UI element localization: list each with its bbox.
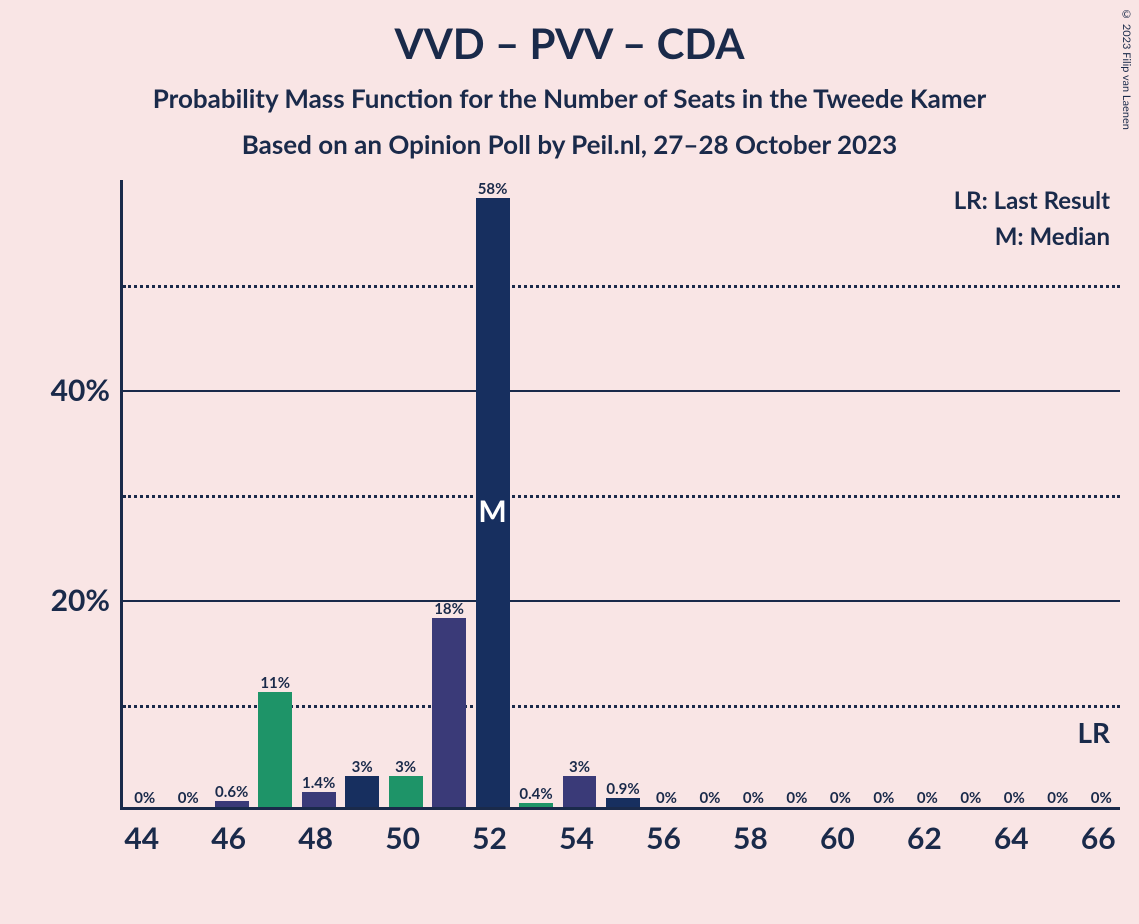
y-axis-label: 40%	[51, 372, 110, 408]
bar	[345, 776, 379, 808]
y-axis-label: 20%	[51, 582, 110, 618]
x-axis-label: 50	[385, 820, 420, 856]
bar	[606, 798, 640, 807]
gridline-minor	[123, 285, 1120, 288]
bar	[389, 776, 423, 808]
bar	[519, 803, 553, 807]
chart-subtitle-2: Based on an Opinion Poll by Peil.nl, 27–…	[0, 114, 1139, 160]
bar-value-label: 0%	[656, 789, 677, 807]
bar-value-label: 18%	[434, 600, 464, 618]
x-axis-label: 66	[1081, 820, 1116, 856]
bar-value-label: 58%	[478, 180, 508, 198]
bar-value-label: 0%	[960, 789, 981, 807]
x-axis-label: 58	[733, 820, 768, 856]
bar	[432, 618, 466, 807]
bar-value-label: 0%	[873, 789, 894, 807]
x-axis-label: 46	[211, 820, 246, 856]
bar-value-label: 3%	[352, 758, 373, 776]
bar	[215, 801, 249, 807]
legend-m: M: Median	[995, 222, 1110, 251]
x-axis-label: 54	[559, 820, 594, 856]
bar-value-label: 0%	[178, 789, 199, 807]
chart-subtitle-1: Probability Mass Function for the Number…	[0, 68, 1139, 114]
x-axis-label: 64	[994, 820, 1029, 856]
x-axis-label: 44	[124, 820, 159, 856]
bar-value-label: 0%	[830, 789, 851, 807]
x-axis-label: 52	[472, 820, 507, 856]
x-axis-label: 60	[820, 820, 855, 856]
last-result-marker: LR	[1077, 715, 1110, 749]
x-axis-label: 48	[298, 820, 333, 856]
bar	[302, 792, 336, 807]
bar	[563, 776, 597, 808]
gridline-major	[123, 390, 1120, 392]
bar-value-label: 0%	[1091, 789, 1112, 807]
bar-value-label: 0%	[743, 789, 764, 807]
bar-value-label: 3%	[395, 758, 416, 776]
bar-value-label: 0%	[134, 789, 155, 807]
bar-value-label: 0.9%	[606, 780, 639, 798]
bar-value-label: 0.4%	[519, 785, 552, 803]
bar-value-label: 0%	[1047, 789, 1068, 807]
bar-value-label: 1.4%	[302, 774, 335, 792]
bar-value-label: 0.6%	[215, 783, 248, 801]
median-marker: M	[478, 493, 506, 529]
copyright-text: © 2023 Filip van Laenen	[1120, 8, 1133, 130]
gridline-minor	[123, 495, 1120, 498]
bar-value-label: 11%	[260, 674, 290, 692]
x-axis-label: 56	[646, 820, 681, 856]
bar-chart: 0% 0% 0.6% 11% 1.4% 3% 3% 18% 58% 0.4% 3% 0.9% 0% 0% 0…	[120, 180, 1120, 860]
plot-area: 0% 0% 0.6% 11% 1.4% 3% 3% 18% 58% 0.4% 3% 0.9% 0% 0% 0…	[120, 180, 1120, 810]
x-axis-label: 62	[907, 820, 942, 856]
bar-value-label: 0%	[917, 789, 938, 807]
bar-value-label: 0%	[699, 789, 720, 807]
bar-value-label: 0%	[1004, 789, 1025, 807]
gridline-major	[123, 600, 1120, 602]
chart-title: VVD – PVV – CDA	[0, 0, 1139, 68]
bar	[258, 692, 292, 808]
legend-lr: LR: Last Result	[954, 186, 1110, 215]
bar-value-label: 0%	[786, 789, 807, 807]
bar-value-label: 3%	[569, 758, 590, 776]
